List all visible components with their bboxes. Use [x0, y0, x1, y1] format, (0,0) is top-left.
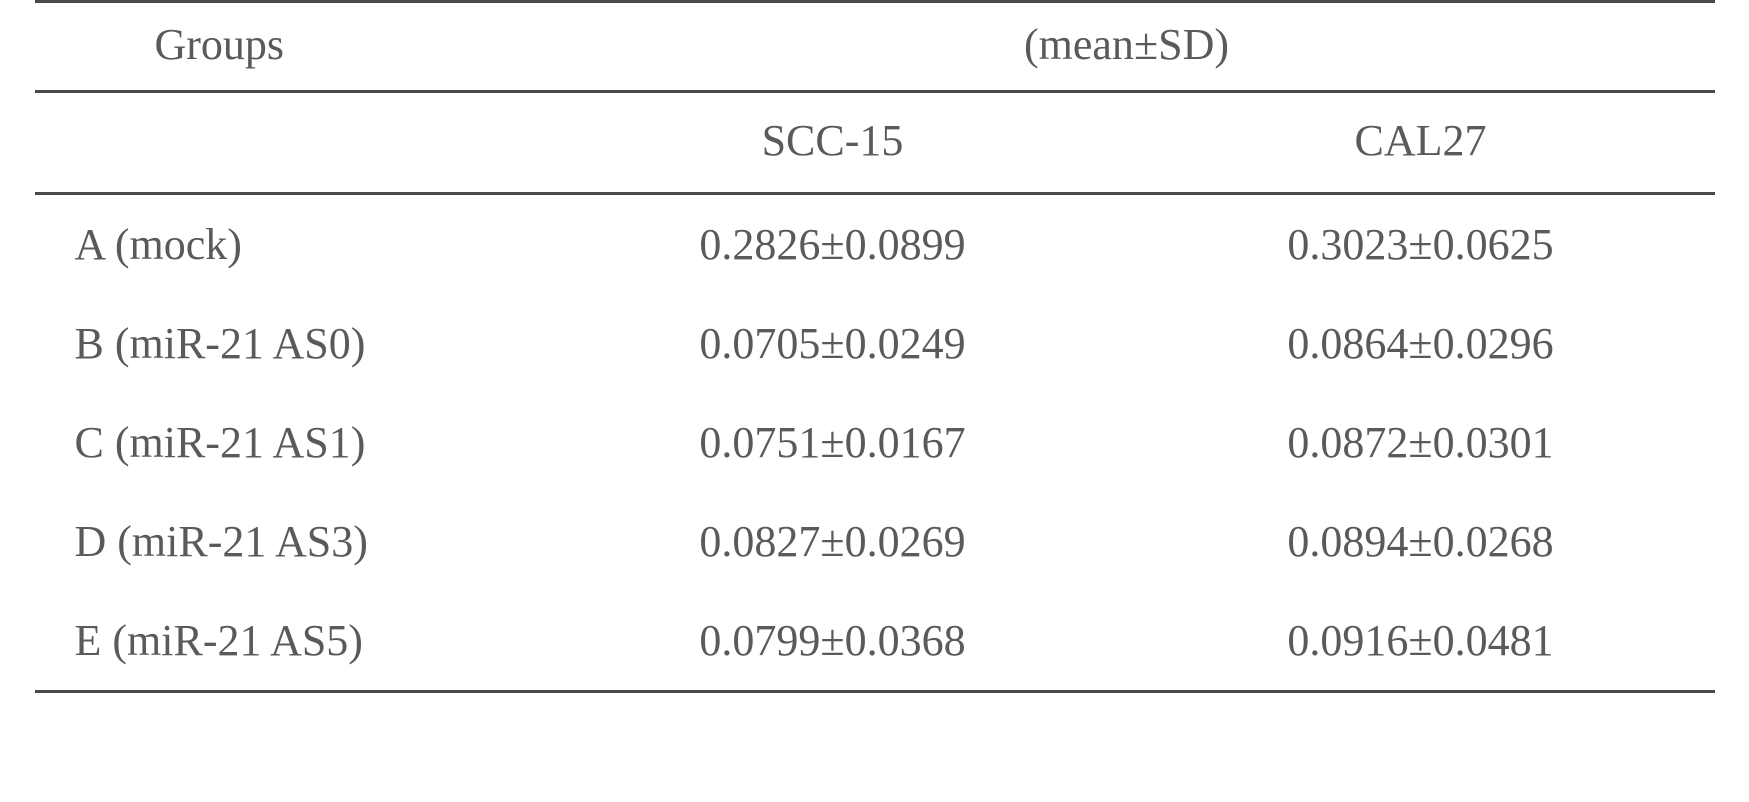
plusminus-symbol: ±: [1134, 20, 1158, 69]
header-mean-sd: (mean±SD): [539, 2, 1715, 92]
row-label: C (miR-21 AS1): [35, 393, 539, 492]
table-row: C (miR-21 AS1) 0.0751±0.0167 0.0872±0.03…: [35, 393, 1715, 492]
row-scc15: 0.0827±0.0269: [539, 492, 1127, 591]
row-cal27: 0.0894±0.0268: [1127, 492, 1715, 591]
table-body: A (mock) 0.2826±0.0899 0.3023±0.0625 B (…: [35, 194, 1715, 692]
row-cal27: 0.0916±0.0481: [1127, 591, 1715, 692]
subheader-scc15: SCC-15: [539, 92, 1127, 194]
mean-sd-suffix: SD): [1158, 20, 1229, 69]
row-cal27: 0.3023±0.0625: [1127, 194, 1715, 295]
table-row: B (miR-21 AS0) 0.0705±0.0249 0.0864±0.02…: [35, 294, 1715, 393]
row-scc15: 0.0705±0.0249: [539, 294, 1127, 393]
header-groups: Groups: [35, 2, 539, 92]
row-scc15: 0.0799±0.0368: [539, 591, 1127, 692]
row-label: E (miR-21 AS5): [35, 591, 539, 692]
table-header-row: Groups (mean±SD): [35, 2, 1715, 92]
row-label: B (miR-21 AS0): [35, 294, 539, 393]
mean-sd-prefix: (mean: [1024, 20, 1134, 69]
data-table-container: Groups (mean±SD) SCC-15 CAL27 A (mock) 0…: [35, 0, 1715, 693]
row-cal27: 0.0872±0.0301: [1127, 393, 1715, 492]
table-row: D (miR-21 AS3) 0.0827±0.0269 0.0894±0.02…: [35, 492, 1715, 591]
data-table: Groups (mean±SD) SCC-15 CAL27 A (mock) 0…: [35, 0, 1715, 693]
subheader-empty: [35, 92, 539, 194]
table-row: E (miR-21 AS5) 0.0799±0.0368 0.0916±0.04…: [35, 591, 1715, 692]
row-label: D (miR-21 AS3): [35, 492, 539, 591]
table-row: A (mock) 0.2826±0.0899 0.3023±0.0625: [35, 194, 1715, 295]
row-label: A (mock): [35, 194, 539, 295]
row-scc15: 0.0751±0.0167: [539, 393, 1127, 492]
subheader-cal27: CAL27: [1127, 92, 1715, 194]
row-cal27: 0.0864±0.0296: [1127, 294, 1715, 393]
row-scc15: 0.2826±0.0899: [539, 194, 1127, 295]
table-subheader-row: SCC-15 CAL27: [35, 92, 1715, 194]
